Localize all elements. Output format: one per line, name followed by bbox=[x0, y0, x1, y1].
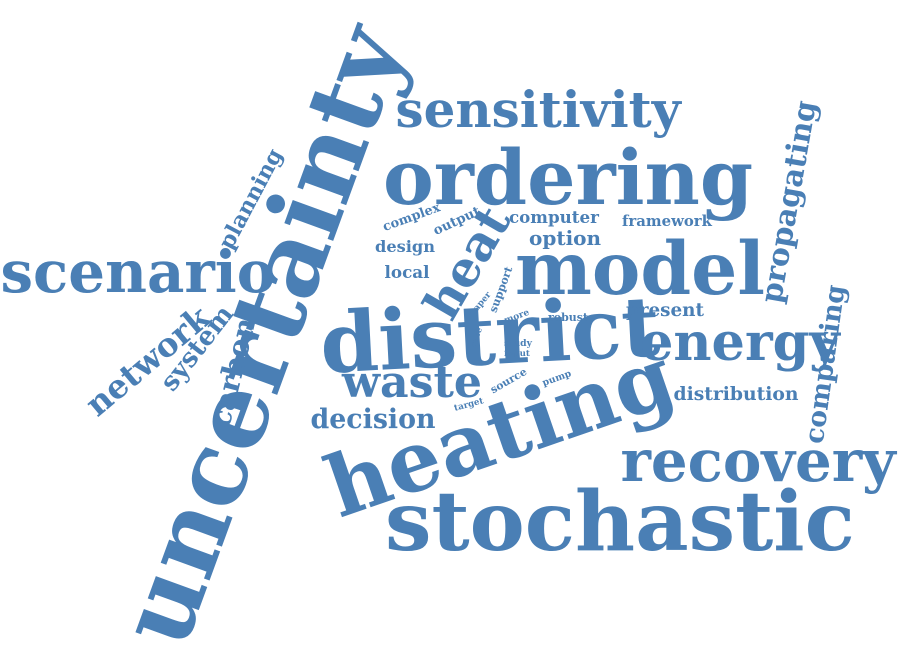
word-input: input bbox=[504, 348, 530, 359]
word-ordering: ordering bbox=[383, 133, 754, 222]
word-scenario: scenario bbox=[0, 238, 276, 306]
word-stochastic: stochastic bbox=[385, 472, 855, 570]
word-propagating: propagating bbox=[753, 97, 824, 306]
word-option: option bbox=[529, 226, 602, 250]
word-local: local bbox=[384, 261, 430, 282]
word-recovery: recovery bbox=[620, 427, 896, 495]
word-robust: robust bbox=[548, 310, 588, 324]
word-sensitivity: sensitivity bbox=[395, 80, 681, 139]
word-computer: computer bbox=[509, 206, 599, 227]
word-energy: energy bbox=[640, 312, 840, 373]
word-waste: waste bbox=[342, 357, 482, 408]
word-present: present bbox=[626, 300, 704, 321]
word-comparing: comparing bbox=[798, 282, 852, 446]
word-study: study bbox=[504, 337, 533, 349]
word-distribution: distribution bbox=[673, 382, 799, 405]
word-framework: framework bbox=[622, 211, 712, 230]
word-decision: decision bbox=[310, 403, 436, 435]
word-model: model bbox=[515, 226, 765, 312]
word-design: design bbox=[375, 237, 436, 256]
